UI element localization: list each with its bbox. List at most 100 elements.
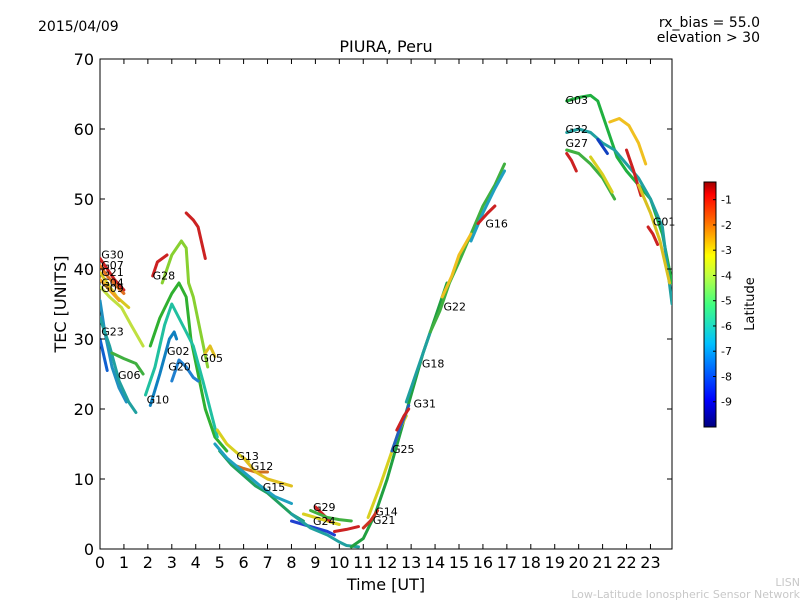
series-line-g06 bbox=[100, 316, 138, 414]
series-line-track-47 bbox=[646, 225, 660, 246]
satellite-label: G02 bbox=[167, 345, 190, 358]
x-tick-label: 9 bbox=[310, 553, 320, 572]
x-tick-label: 12 bbox=[377, 553, 397, 572]
satellite-label: G16 bbox=[485, 218, 508, 231]
satellite-label: G13 bbox=[236, 450, 259, 463]
series-line-g27 bbox=[565, 148, 617, 201]
satellite-label: G21 bbox=[373, 514, 396, 527]
x-tick-label: 17 bbox=[497, 553, 517, 572]
series-line-track-32 bbox=[395, 407, 411, 432]
series-line-g21 bbox=[100, 271, 131, 309]
series-line-g32 bbox=[565, 127, 672, 306]
series-layer bbox=[100, 93, 672, 549]
y-tick-label: 0 bbox=[84, 540, 94, 559]
series-line-track-35 bbox=[440, 232, 473, 299]
satellite-label: G30 bbox=[101, 249, 124, 262]
satellite-label: G03 bbox=[565, 94, 588, 107]
series-line-track-21 bbox=[242, 456, 293, 488]
satellite-label: G10 bbox=[147, 393, 170, 406]
satellite-label: G27 bbox=[565, 137, 588, 150]
y-tick-label: 40 bbox=[74, 260, 94, 279]
series-line-g21 bbox=[361, 509, 380, 530]
series-line-g22 bbox=[428, 162, 506, 334]
series-line-track-25 bbox=[309, 509, 353, 523]
series-line-track-15 bbox=[184, 211, 207, 260]
x-tick-label: 1 bbox=[119, 553, 129, 572]
colorbar-tick-label: -4 bbox=[721, 269, 732, 282]
series-line-g28 bbox=[148, 281, 229, 453]
satellite-label: G28 bbox=[153, 270, 176, 283]
y-tick-label: 10 bbox=[74, 470, 94, 489]
colorbar-tick-label: -7 bbox=[721, 345, 732, 358]
colorbar-tick-label: -6 bbox=[721, 320, 732, 333]
x-tick-label: 7 bbox=[262, 553, 272, 572]
x-tick-label: 13 bbox=[401, 553, 421, 572]
series-line-g05 bbox=[203, 344, 217, 358]
chart-title: PIURA, Peru bbox=[339, 37, 432, 56]
satellite-label: G20 bbox=[168, 361, 191, 374]
satellite-label: G32 bbox=[565, 123, 588, 136]
satellite-label: G06 bbox=[118, 369, 141, 382]
series-line-track-41 bbox=[589, 155, 614, 194]
satellite-label: G12 bbox=[251, 460, 274, 473]
footer-lisn: LISN bbox=[775, 576, 800, 589]
series-line-track-44 bbox=[608, 117, 648, 166]
satellite-label: G31 bbox=[414, 398, 437, 411]
satellite-label: G21 bbox=[101, 266, 124, 279]
series-line-track-37 bbox=[476, 204, 497, 225]
x-tick-label: 6 bbox=[239, 553, 249, 572]
colorbar-ticks: -9 -8 -7 -6 -5 -4 -3 -2 -1 bbox=[713, 194, 732, 409]
series-line-track-27 bbox=[290, 512, 360, 549]
satellite-label: G05 bbox=[201, 352, 224, 365]
colorbar: -9 -8 -7 -6 -5 -4 -3 -2 -1 Latitude bbox=[703, 181, 758, 428]
rx-bias-label: rx_bias = 55.0 bbox=[659, 15, 760, 31]
series-line-track-10 bbox=[151, 253, 169, 278]
satellite-label: G07 bbox=[101, 259, 124, 272]
satellite-label: G29 bbox=[313, 501, 336, 514]
series-line-track-11 bbox=[160, 239, 210, 369]
x-tick-label: 2 bbox=[143, 553, 153, 572]
x-tick-label: 3 bbox=[167, 553, 177, 572]
footer-network: Low-Latitude Ionospheric Sensor Network bbox=[571, 588, 800, 600]
colorbar-label: Latitude bbox=[743, 277, 758, 331]
series-line-g02 bbox=[148, 330, 179, 407]
x-tick-label: 18 bbox=[521, 553, 541, 572]
series-line-g20 bbox=[170, 358, 200, 383]
y-tick-label: 70 bbox=[74, 50, 94, 69]
series-line-g04 bbox=[100, 278, 121, 302]
x-tick-label: 0 bbox=[95, 553, 105, 572]
satellite-label: G04 bbox=[101, 277, 124, 290]
x-tick-label: 15 bbox=[449, 553, 469, 572]
series-line-g30 bbox=[100, 257, 126, 292]
colorbar-tick-label: -2 bbox=[721, 219, 732, 232]
series-line-g16 bbox=[469, 169, 506, 243]
plot-area: G30G07G21G04G09G23G06G28G02G20G05G10G13G… bbox=[74, 50, 676, 572]
colorbar-gradient bbox=[703, 181, 717, 428]
series-line-track-42 bbox=[565, 152, 578, 173]
x-tick-label: 8 bbox=[286, 553, 296, 572]
colorbar-tick-label: -9 bbox=[721, 396, 732, 409]
satellite-label: G15 bbox=[263, 481, 286, 494]
series-line-g10 bbox=[144, 302, 219, 439]
colorbar-tick-label: -1 bbox=[721, 194, 732, 207]
series-line-track-43 bbox=[596, 138, 609, 155]
y-tick-label: 50 bbox=[74, 190, 94, 209]
series-line-g09 bbox=[100, 285, 145, 348]
x-tick-label: 23 bbox=[640, 553, 660, 572]
series-line-g23 bbox=[100, 299, 128, 404]
colorbar-tick-label: -5 bbox=[721, 295, 732, 308]
x-axis-label: Time [UT] bbox=[346, 575, 425, 594]
x-tick-label: 10 bbox=[329, 553, 349, 572]
x-tick-label: 20 bbox=[568, 553, 588, 572]
series-line-g15 bbox=[218, 449, 305, 523]
axis-ticks: 0 1 2 3 4 5 6 7 8 9 10 11 12 13 14 15 16 17 18 19 20 21 22 2301… bbox=[74, 50, 672, 572]
series-line-g18 bbox=[404, 330, 432, 404]
series-line-track-26 bbox=[333, 525, 360, 533]
satellite-label: G22 bbox=[443, 300, 466, 313]
colorbar-tick-label: -8 bbox=[721, 370, 732, 383]
satellite-label: G25 bbox=[392, 443, 415, 456]
satellite-label: G23 bbox=[101, 326, 124, 339]
y-tick-label: 30 bbox=[74, 330, 94, 349]
series-line-g29 bbox=[301, 512, 341, 526]
